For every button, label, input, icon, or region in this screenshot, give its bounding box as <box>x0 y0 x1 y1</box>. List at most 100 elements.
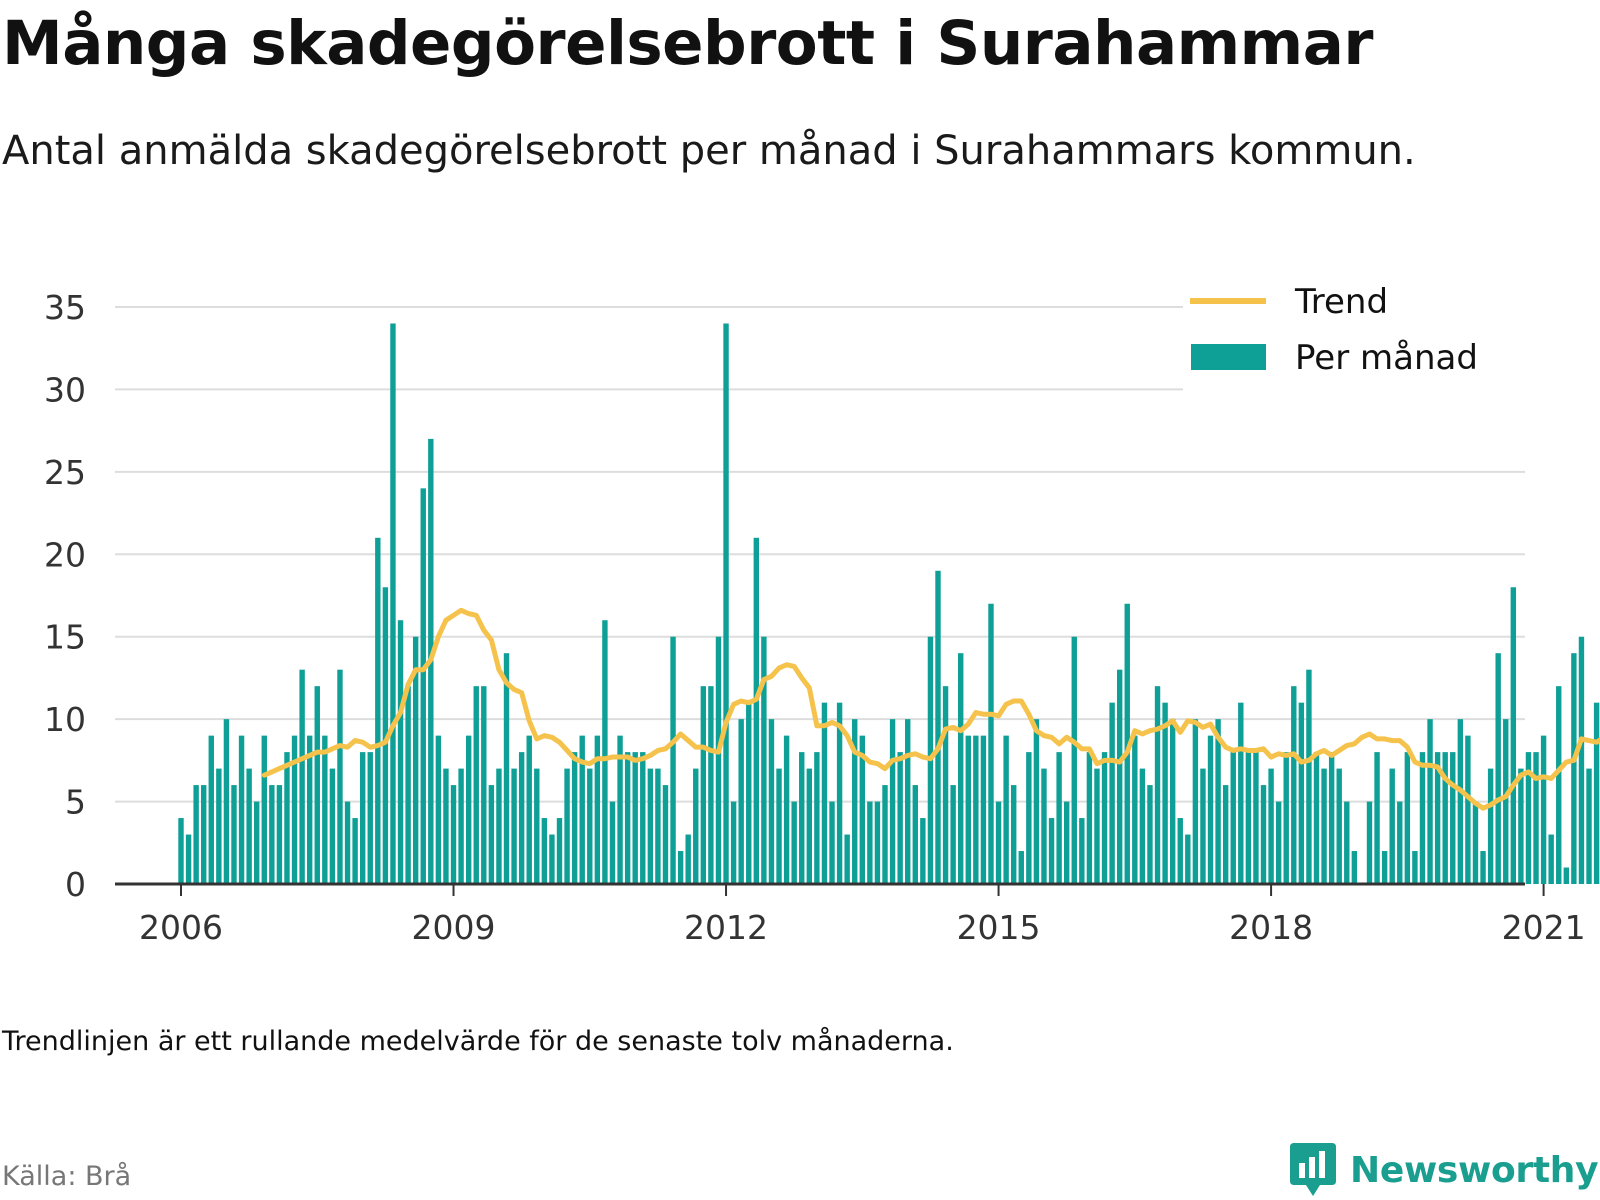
bar-month <box>700 686 707 884</box>
bar-month <box>261 735 267 884</box>
bar-month <box>1192 719 1199 884</box>
bar-month <box>503 653 510 884</box>
bar-month <box>1041 768 1047 884</box>
bar-month <box>1321 768 1327 884</box>
bar-month <box>246 768 252 884</box>
y-tick-label: 0 <box>65 865 86 904</box>
bars-per-month <box>178 323 1600 884</box>
bar-month <box>1442 752 1448 884</box>
bar-month <box>397 620 404 884</box>
bar-month <box>291 735 298 884</box>
bar-month <box>1472 801 1479 884</box>
bar-month <box>1079 818 1085 884</box>
bar-month <box>761 636 767 884</box>
bar-month <box>390 323 396 884</box>
bar-month <box>1177 818 1183 884</box>
bar-month <box>556 818 563 884</box>
bar-month <box>912 785 918 884</box>
bar-month <box>920 818 926 884</box>
bar-month <box>1048 818 1055 884</box>
bar-month <box>571 752 578 884</box>
bar-month <box>1434 752 1441 884</box>
y-tick-label: 30 <box>44 370 86 409</box>
bar-month <box>1116 669 1123 884</box>
bar-month <box>640 752 646 884</box>
bar-month <box>367 752 373 884</box>
bar-month <box>382 587 389 884</box>
bar-month <box>935 570 941 884</box>
bar-month <box>488 785 495 884</box>
bar-month <box>1207 735 1214 884</box>
bar-month <box>541 818 548 884</box>
bar-month <box>1169 719 1176 884</box>
bar-month <box>632 752 638 884</box>
bar-month <box>670 636 676 884</box>
bar-month <box>617 735 623 884</box>
bar-month <box>1344 801 1350 884</box>
bar-month <box>693 768 699 884</box>
source-label: Källa: Brå <box>2 1161 132 1192</box>
bar-month <box>662 785 669 884</box>
bar-month <box>776 768 782 884</box>
bar-month <box>465 735 472 884</box>
bar-month <box>1427 719 1433 884</box>
bar-month <box>874 801 881 884</box>
bar-month <box>844 834 850 884</box>
bar-month <box>1230 752 1236 884</box>
bar-month <box>458 768 464 884</box>
bar-month <box>450 785 457 884</box>
y-axis-ticks: 0 5 10 15 20 25 30 35 <box>44 288 86 904</box>
bar-month <box>1351 851 1358 884</box>
bar-month <box>193 785 199 884</box>
bar-month <box>867 801 873 884</box>
bar-month <box>829 801 835 884</box>
bar-month <box>1465 735 1471 884</box>
bar-month <box>375 537 381 884</box>
bar-month <box>1374 752 1380 884</box>
legend-swatch-per-month <box>1191 344 1266 370</box>
x-axis: 2006200920122015201820212023 <box>115 882 1586 947</box>
bar-month <box>1495 653 1501 884</box>
bar-month <box>1185 834 1191 884</box>
x-tick-label: 2021 <box>1502 908 1586 947</box>
bar-month <box>746 702 752 884</box>
bar-month <box>708 686 714 884</box>
bar-month <box>1094 768 1100 884</box>
bar-month <box>587 768 593 884</box>
bar-month <box>715 636 722 884</box>
bar-month <box>685 834 691 884</box>
bar-month <box>1033 719 1040 884</box>
bar-month <box>1540 735 1547 884</box>
bar-month <box>609 801 616 884</box>
bar-month <box>473 686 479 884</box>
bar-month <box>1139 768 1146 884</box>
bar-month <box>1154 686 1161 884</box>
bar-month <box>322 735 328 884</box>
x-tick-label: 2012 <box>684 908 768 947</box>
bar-month <box>1510 587 1517 884</box>
brand-name: Newsworthy <box>1350 1149 1599 1191</box>
bar-month <box>1306 669 1312 884</box>
bar-month <box>420 488 426 884</box>
y-tick-label: 35 <box>44 288 86 327</box>
bar-month <box>1283 752 1289 884</box>
bar-month <box>1291 686 1297 884</box>
bar-month <box>1404 752 1411 884</box>
bar-month <box>1101 752 1108 884</box>
bar-month <box>359 752 366 884</box>
bar-month <box>897 752 903 884</box>
bar-month <box>852 719 858 884</box>
bar-month <box>723 323 729 884</box>
bar-month <box>1011 785 1017 884</box>
bar-month <box>314 686 320 884</box>
bar-month <box>980 735 987 884</box>
bar-month <box>859 735 865 884</box>
bar-month <box>1026 752 1032 884</box>
bar-month <box>216 768 222 884</box>
bar-month <box>549 834 555 884</box>
bar-month <box>1571 653 1577 884</box>
bar-month <box>783 735 790 884</box>
bar-month <box>231 785 237 884</box>
bar-month <box>602 620 608 884</box>
